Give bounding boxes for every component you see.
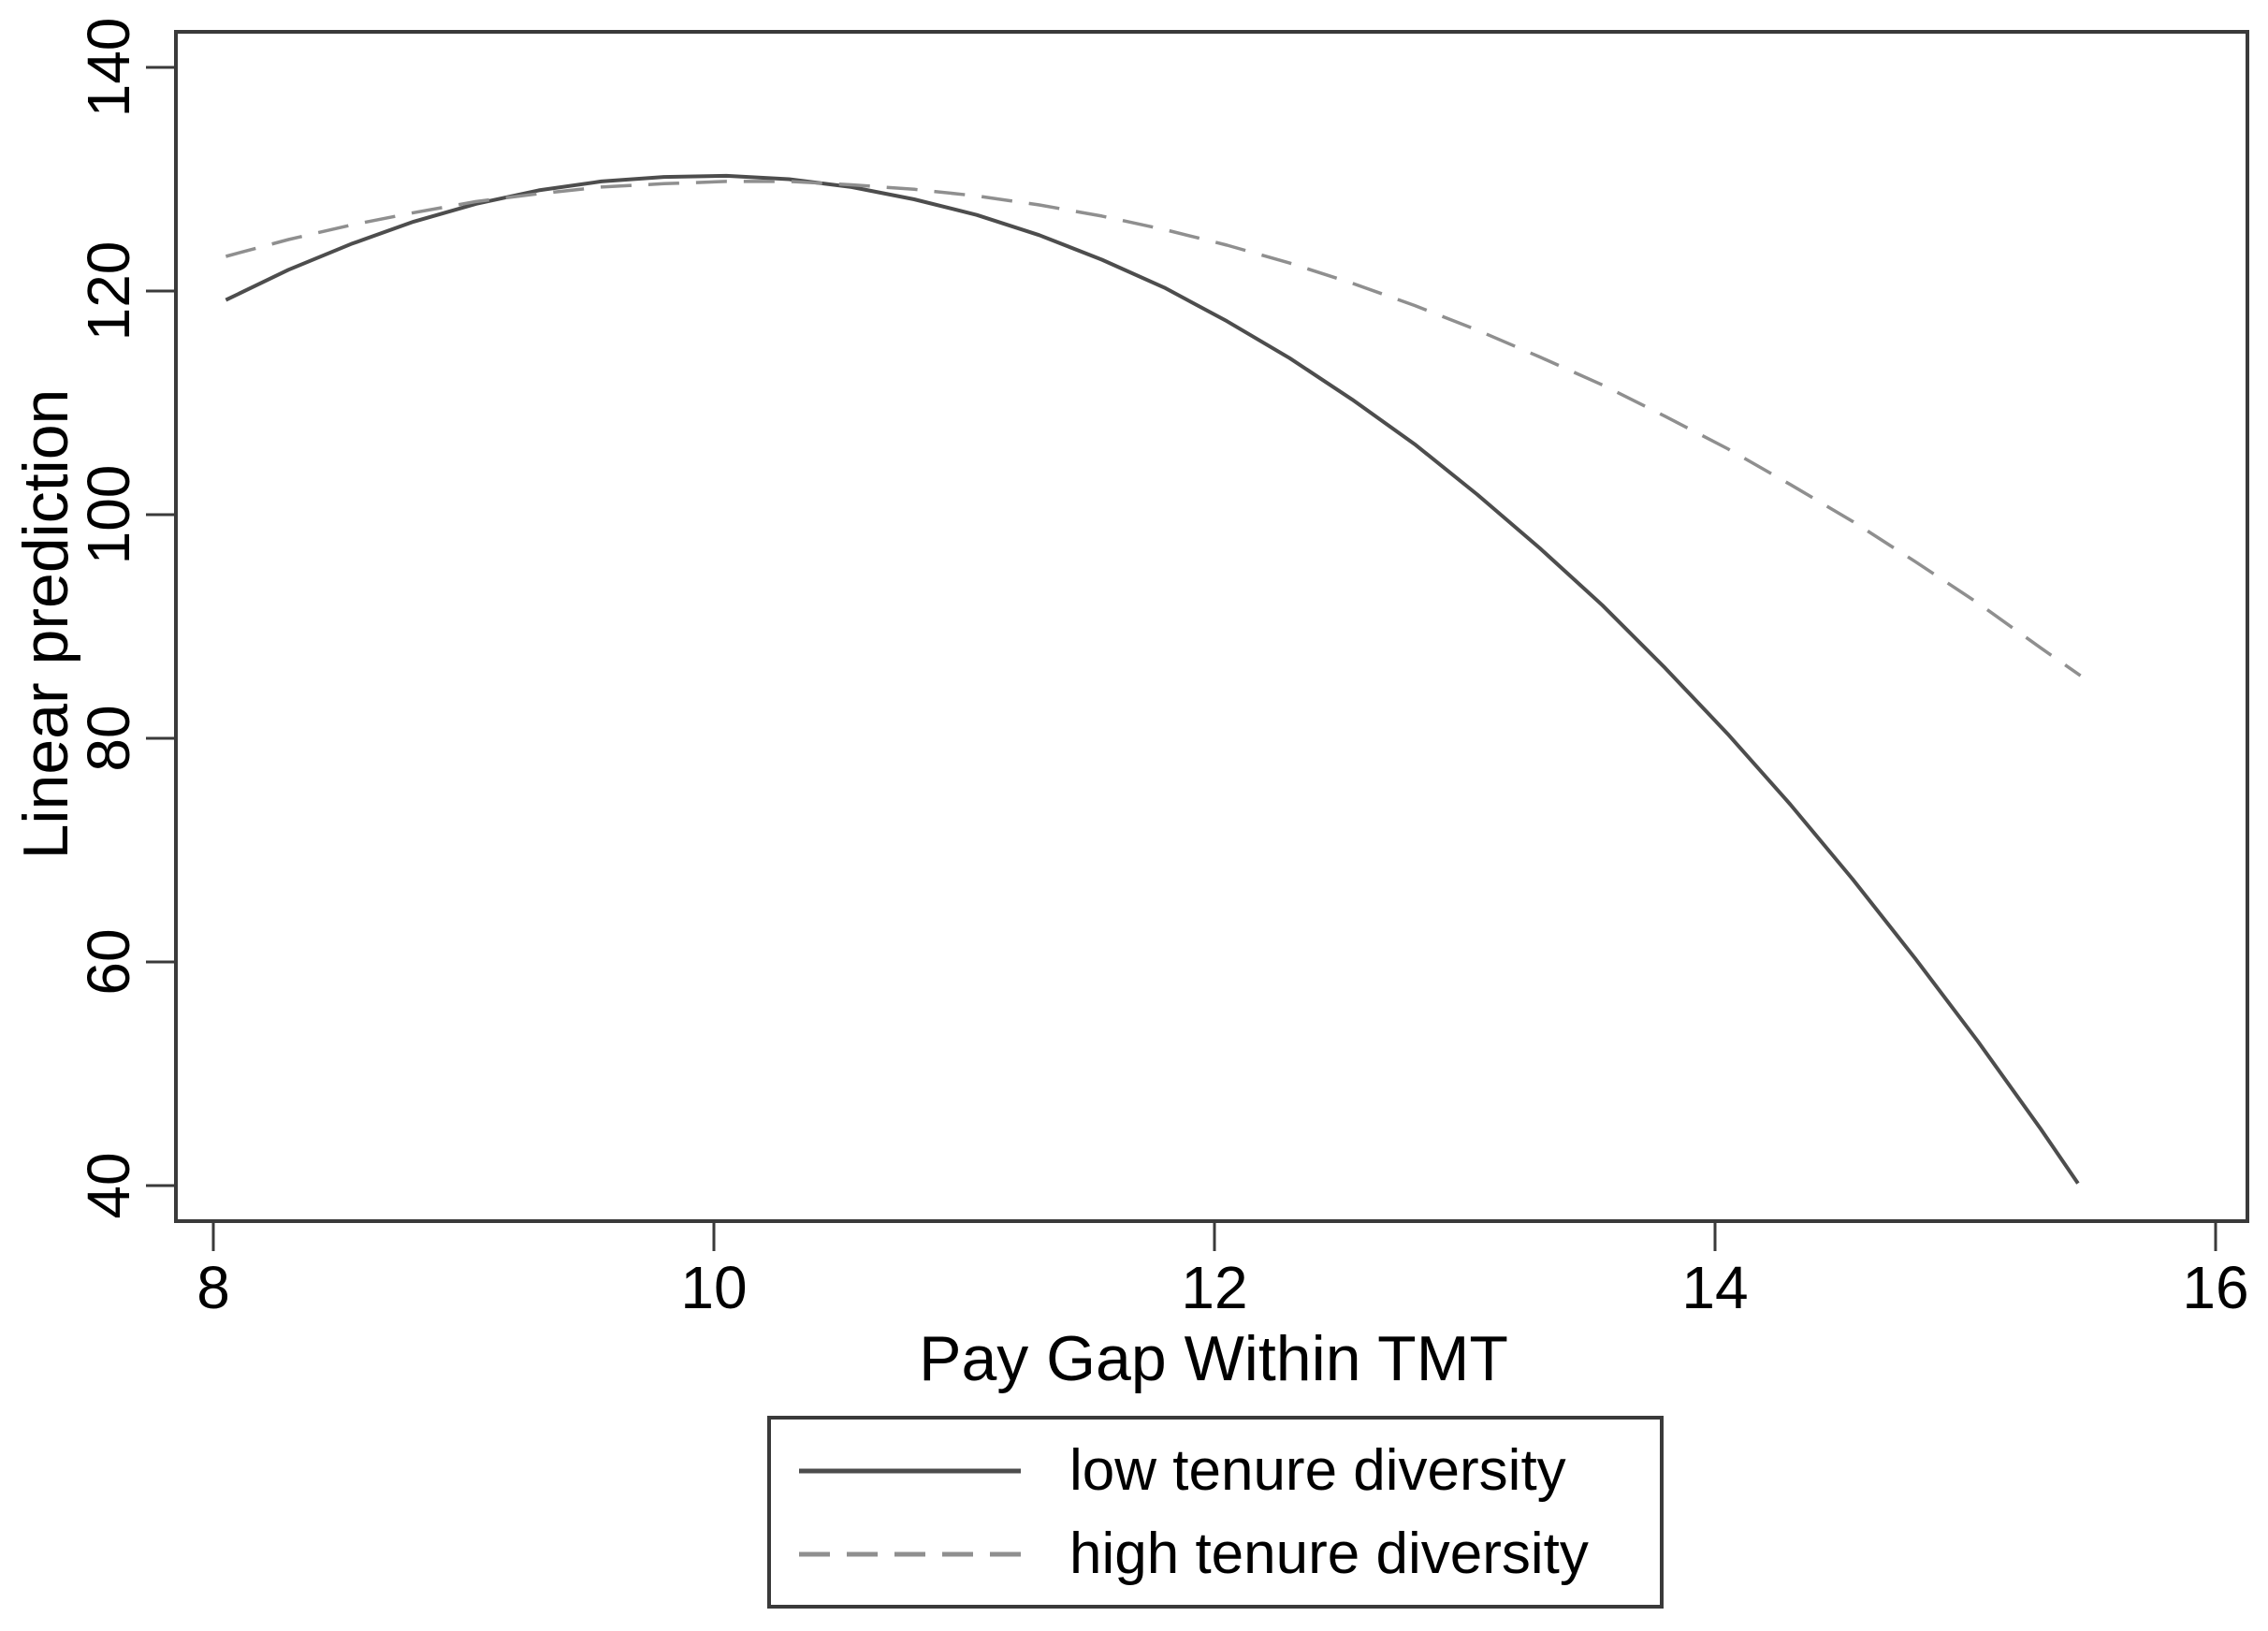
legend-dashed-line-sample	[799, 1551, 1021, 1556]
legend-label-high: high tenure diversity	[1069, 1521, 1589, 1586]
x-axis-title: Pay Gap Within TMT	[919, 1323, 1508, 1394]
legend-item-low: low tenure diversity	[799, 1429, 1660, 1512]
y-tick-label: 100	[75, 465, 142, 565]
x-tick-label: 8	[196, 1254, 230, 1321]
y-axis-title: Linear prediction	[10, 388, 81, 860]
high-tenure-diversity-line	[225, 180, 2082, 677]
x-tick-label: 16	[2182, 1254, 2248, 1321]
y-tick-label: 140	[75, 18, 142, 118]
legend: low tenure diversity high tenure diversi…	[767, 1416, 1664, 1609]
x-tick-label: 10	[680, 1254, 747, 1321]
x-tick-label: 12	[1181, 1254, 1247, 1321]
plot-border	[174, 30, 2249, 1223]
low-tenure-diversity-line	[225, 173, 2080, 1185]
legend-solid-line-sample	[799, 1468, 1021, 1473]
x-tick-label: 14	[1681, 1254, 1748, 1321]
y-tick-label: 120	[75, 241, 142, 342]
y-tick-label: 60	[75, 928, 142, 995]
legend-label-low: low tenure diversity	[1069, 1437, 1566, 1503]
legend-item-high: high tenure diversity	[799, 1512, 1660, 1595]
y-tick-label: 40	[75, 1152, 142, 1218]
y-tick-label: 80	[75, 705, 142, 771]
